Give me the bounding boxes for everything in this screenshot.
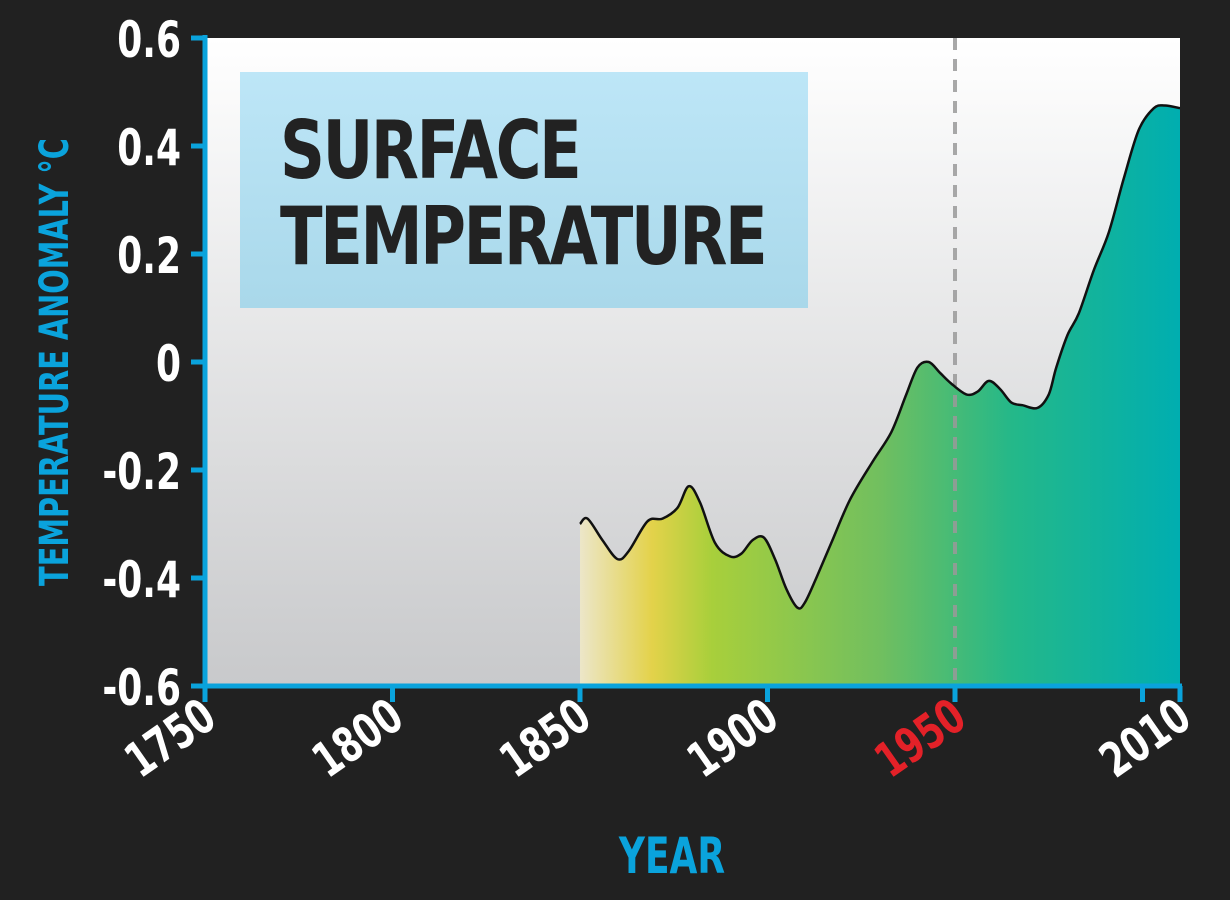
y-axis-label: TEMPERATURE ANOMALY °C: [32, 138, 78, 586]
x-tick-label: 1850: [490, 687, 601, 788]
x-axis-ticks: 1750 1800 1850 1900 1950 2010: [115, 686, 1201, 789]
x-tick-label-highlight: 1950: [865, 687, 976, 788]
chart-title-box: SURFACE TEMPERATURE: [240, 72, 808, 308]
chart-title-line-2: TEMPERATURE: [280, 190, 768, 283]
y-tick-label: -0.2: [102, 444, 181, 501]
y-tick-label: 0.6: [117, 12, 181, 69]
temperature-line: [579, 104, 1181, 610]
x-tick-label: 2010: [1090, 687, 1201, 788]
chart-title-line-1: SURFACE: [280, 104, 582, 197]
chart-title: SURFACE TEMPERATURE: [280, 104, 768, 283]
y-tick-label: -0.4: [102, 552, 181, 609]
x-axis-label: YEAR: [618, 828, 725, 885]
temperature-area: [580, 105, 1180, 686]
y-tick-label: 0.2: [117, 228, 181, 285]
x-tick-label: 1800: [302, 687, 413, 788]
x-tick-label: 1900: [677, 687, 788, 788]
y-tick-label: 0: [156, 336, 181, 393]
y-tick-label: 0.4: [117, 120, 181, 177]
y-tick-label: -0.6: [102, 660, 181, 717]
y-axis-ticks: 0.6 0.4 0.2 0 -0.2 -0.4 -0.6: [102, 12, 205, 718]
